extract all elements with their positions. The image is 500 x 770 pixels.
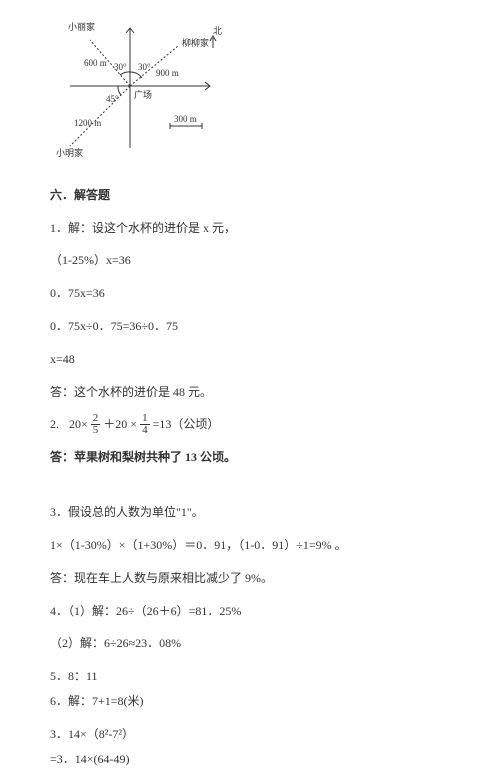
q1-l4: 0．75x÷0．75=36÷0．75 (50, 315, 450, 338)
label-rightarrow: 柳柳家 (182, 37, 209, 48)
q1-l6: 答：这个水杯的进价是 48 元。 (50, 381, 450, 404)
label-a30-2: 30° (138, 62, 151, 72)
label-300: 300 m (174, 114, 197, 124)
label-a30-1: 30° (114, 62, 127, 72)
label-a45: 45° (106, 94, 119, 104)
q1-l3: 0．75x=36 (50, 282, 450, 305)
q2-formula: 2. 20× 2 5 ＋20 × 1 4 =13（公顷） (50, 413, 450, 436)
q2-plus: ＋20 × (103, 413, 137, 436)
q2-prefix: 2. (50, 413, 59, 436)
q2-tail: =13（公顷） (153, 413, 220, 436)
q2-n1: 20× (69, 413, 88, 436)
q3-l1: 3．假设总的人数为单位"1"。 (50, 501, 450, 524)
label-bottomleft: 小明家 (56, 147, 83, 158)
coordinate-diagram: 小丽家 柳柳家 北 广场 小明家 600 m 900 m 1200 m 300 … (50, 18, 450, 166)
diagram-svg: 小丽家 柳柳家 北 广场 小明家 600 m 900 m 1200 m 300 … (50, 18, 230, 158)
label-center: 广场 (134, 89, 152, 100)
q1-l1: 1．解：设这个水杯的进价是 x 元， (50, 217, 450, 240)
q3-l3: 答：现在车上人数与原来相比减少了 9%。 (50, 567, 450, 590)
label-900: 900 m (156, 68, 179, 78)
q2-frac1: 2 5 (91, 413, 101, 436)
label-north: 北 (213, 26, 222, 36)
q4-l1: 4．（1）解：26÷（26＋6）=81．25% (50, 600, 450, 623)
q1-l2: （1-25%）x=36 (50, 249, 450, 272)
q6-l1: 3．14×（8²-7²） (50, 723, 450, 746)
label-600: 600 m (84, 58, 107, 68)
q6-l2: =3．14×(64-49) (50, 748, 450, 770)
q5-l1: 5．8：11 (50, 665, 450, 688)
q4-l2: （2）解：6÷26≈23．08% (50, 632, 450, 655)
section-title: 六．解答题 (50, 184, 450, 207)
q2-frac2: 1 4 (140, 413, 150, 436)
q3-l2: 1×（1-30%）×（1+30%）＝0．91，（1-0．91）÷1=9% 。 (50, 534, 450, 557)
label-topleft: 小丽家 (68, 21, 95, 32)
q2-ans: 答：苹果树和梨树共种了 13 公顷。 (50, 446, 450, 469)
q5-l2: 6．解：7+1=8(米) (50, 690, 450, 713)
label-1200: 1200 m (74, 118, 101, 128)
q1-l5: x=48 (50, 348, 450, 371)
